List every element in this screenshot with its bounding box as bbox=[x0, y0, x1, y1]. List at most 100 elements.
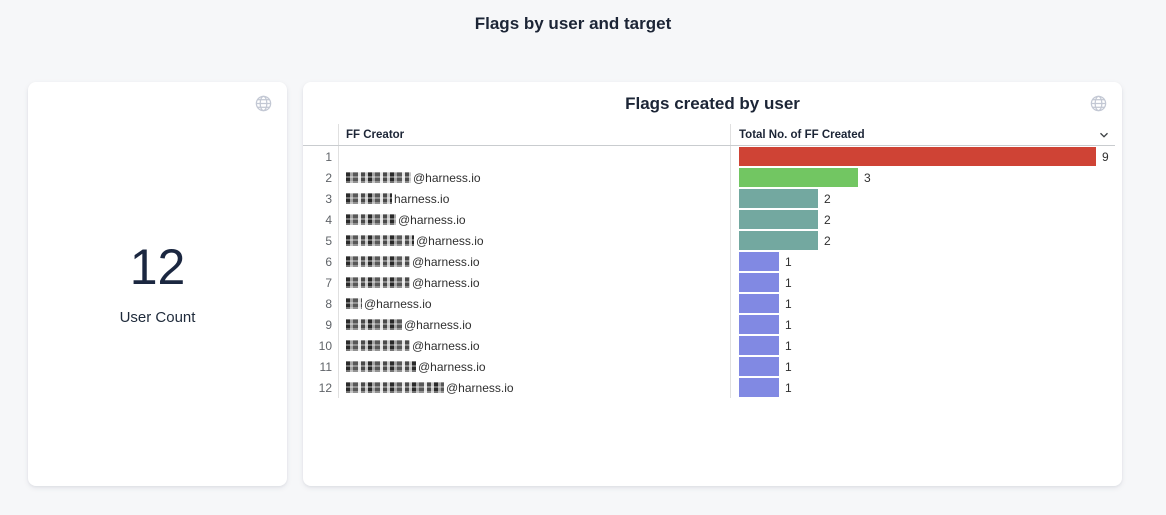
email-suffix: @harness.io bbox=[412, 275, 480, 290]
email-redacted bbox=[346, 340, 410, 351]
bar[interactable] bbox=[739, 378, 779, 397]
email-redacted bbox=[346, 319, 402, 330]
ff-created-cell: 1 bbox=[730, 314, 1115, 335]
email-suffix: @harness.io bbox=[418, 359, 486, 374]
bar[interactable] bbox=[739, 147, 1096, 166]
bar[interactable] bbox=[739, 273, 779, 292]
row-rank: 1 bbox=[325, 149, 332, 164]
table-row[interactable]: 12 @harness.io 1 bbox=[303, 377, 1115, 398]
ff-created-cell: 2 bbox=[730, 188, 1115, 209]
bar-value: 1 bbox=[785, 275, 792, 290]
ff-creator-cell bbox=[338, 146, 730, 167]
bar[interactable] bbox=[739, 231, 818, 250]
row-rank: 4 bbox=[325, 212, 332, 227]
email-suffix: @harness.io bbox=[404, 317, 472, 332]
bar-value: 1 bbox=[785, 359, 792, 374]
ff-creator-column-header[interactable]: FF Creator bbox=[338, 124, 730, 145]
email-suffix: harness.io bbox=[394, 191, 450, 206]
row-rank: 3 bbox=[325, 191, 332, 206]
ff-created-cell: 3 bbox=[730, 167, 1115, 188]
total-ff-created-column-header[interactable]: Total No. of FF Created bbox=[730, 124, 1115, 145]
table-row[interactable]: 1 9 bbox=[303, 146, 1115, 167]
email-redacted bbox=[346, 214, 396, 225]
email-redacted bbox=[346, 193, 392, 204]
email-redacted bbox=[346, 361, 416, 372]
email-suffix: @harness.io bbox=[412, 338, 480, 353]
page-title: Flags by user and target bbox=[474, 14, 672, 33]
ff-creator-cell: @harness.io bbox=[338, 293, 730, 314]
flags-table: FF Creator Total No. of FF Created 1 9 2 bbox=[303, 124, 1115, 398]
ff-created-cell: 1 bbox=[730, 377, 1115, 398]
email-suffix: @harness.io bbox=[413, 170, 481, 185]
ff-creator-cell: @harness.io bbox=[338, 335, 730, 356]
row-rank: 9 bbox=[325, 317, 332, 332]
bar-value: 3 bbox=[864, 170, 871, 185]
table-row[interactable]: 6 @harness.io 1 bbox=[303, 251, 1115, 272]
email-suffix: @harness.io bbox=[446, 380, 514, 395]
ff-creator-cell: @harness.io bbox=[338, 356, 730, 377]
ff-creator-cell: @harness.io bbox=[338, 377, 730, 398]
bar[interactable] bbox=[739, 168, 858, 187]
bar[interactable] bbox=[739, 189, 818, 208]
row-rank: 2 bbox=[325, 170, 332, 185]
user-count-card: 12 User Count bbox=[28, 82, 287, 486]
row-rank: 8 bbox=[325, 296, 332, 311]
row-rank: 5 bbox=[325, 233, 332, 248]
bar[interactable] bbox=[739, 210, 818, 229]
bar[interactable] bbox=[739, 294, 779, 313]
ff-created-cell: 1 bbox=[730, 356, 1115, 377]
email-suffix: @harness.io bbox=[398, 212, 466, 227]
email-redacted bbox=[346, 277, 410, 288]
email-redacted bbox=[346, 235, 414, 246]
email-redacted bbox=[346, 172, 411, 183]
globe-icon[interactable] bbox=[1089, 94, 1108, 113]
bar[interactable] bbox=[739, 315, 779, 334]
ff-creator-cell: harness.io bbox=[338, 188, 730, 209]
bar-value: 2 bbox=[824, 233, 831, 248]
bar-value: 2 bbox=[824, 191, 831, 206]
user-count-label: User Count bbox=[119, 309, 196, 326]
ff-created-cell: 2 bbox=[730, 230, 1115, 251]
row-rank: 10 bbox=[318, 338, 332, 353]
bar[interactable] bbox=[739, 336, 779, 355]
user-count-value: 12 bbox=[129, 239, 186, 295]
email-redacted bbox=[346, 298, 362, 309]
table-row[interactable]: 9 @harness.io 1 bbox=[303, 314, 1115, 335]
bar[interactable] bbox=[739, 252, 779, 271]
ff-created-cell: 1 bbox=[730, 335, 1115, 356]
table-row[interactable]: 11 @harness.io 1 bbox=[303, 356, 1115, 377]
ff-creator-cell: @harness.io bbox=[338, 314, 730, 335]
ff-creator-cell: @harness.io bbox=[338, 251, 730, 272]
table-row[interactable]: 10 @harness.io 1 bbox=[303, 335, 1115, 356]
ff-created-cell: 9 bbox=[730, 146, 1115, 167]
row-rank: 12 bbox=[318, 380, 332, 395]
ff-creator-cell: @harness.io bbox=[338, 230, 730, 251]
chevron-down-icon[interactable] bbox=[1097, 128, 1111, 142]
ff-creator-cell: @harness.io bbox=[338, 209, 730, 230]
table-row[interactable]: 2 @harness.io 3 bbox=[303, 167, 1115, 188]
row-rank: 11 bbox=[319, 359, 332, 374]
globe-icon[interactable] bbox=[254, 94, 273, 113]
ff-created-cell: 1 bbox=[730, 293, 1115, 314]
bar-value: 2 bbox=[824, 212, 831, 227]
table-row[interactable]: 8 @harness.io 1 bbox=[303, 293, 1115, 314]
ff-created-cell: 1 bbox=[730, 272, 1115, 293]
bar-value: 1 bbox=[785, 380, 792, 395]
bar-value: 1 bbox=[785, 254, 792, 269]
ff-creator-cell: @harness.io bbox=[338, 167, 730, 188]
ff-creator-cell: @harness.io bbox=[338, 272, 730, 293]
email-redacted bbox=[346, 382, 444, 393]
bar-value: 9 bbox=[1102, 149, 1109, 164]
table-row[interactable]: 7 @harness.io 1 bbox=[303, 272, 1115, 293]
bar[interactable] bbox=[739, 357, 779, 376]
flags-card-title: Flags created by user bbox=[625, 94, 800, 113]
table-rows: 1 9 2 @harness.io 3 3 harness.io 2 bbox=[303, 146, 1115, 398]
email-redacted bbox=[346, 256, 410, 267]
table-row[interactable]: 5 @harness.io 2 bbox=[303, 230, 1115, 251]
row-rank: 7 bbox=[325, 275, 332, 290]
table-row[interactable]: 4 @harness.io 2 bbox=[303, 209, 1115, 230]
bar-value: 1 bbox=[785, 296, 792, 311]
table-row[interactable]: 3 harness.io 2 bbox=[303, 188, 1115, 209]
flags-created-card: Flags created by user FF Creator Total N… bbox=[303, 82, 1122, 486]
email-suffix: @harness.io bbox=[412, 254, 480, 269]
